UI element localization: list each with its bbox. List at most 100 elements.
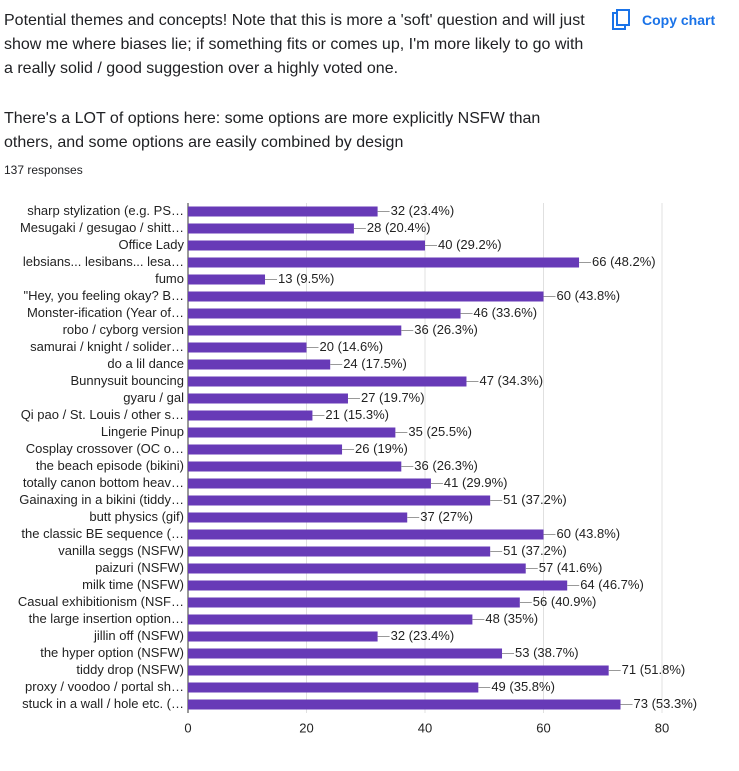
x-tick-label: 80 — [655, 720, 669, 735]
y-tick-label: vanilla seggs (NSFW) — [58, 543, 184, 558]
bar — [188, 665, 609, 676]
value-label: 51 (37.2%) — [503, 492, 567, 507]
y-tick-label: Monster-ification (Year of… — [27, 305, 184, 320]
bar — [188, 359, 331, 370]
value-label: 60 (43.8%) — [557, 288, 621, 303]
value-label: 51 (37.2%) — [503, 543, 567, 558]
bar — [188, 223, 354, 234]
value-label: 46 (33.6%) — [474, 305, 538, 320]
value-label: 60 (43.8%) — [557, 526, 621, 541]
bar — [188, 682, 479, 693]
bar — [188, 206, 378, 217]
response-count: 137 responses — [4, 163, 83, 177]
value-label: 49 (35.8%) — [491, 679, 555, 694]
y-tick-label: the large insertion option… — [29, 611, 184, 626]
copy-chart-button[interactable]: Copy chart — [612, 9, 715, 31]
value-label: 35 (25.5%) — [408, 424, 472, 439]
y-tick-label: jillin off (NSFW) — [93, 628, 184, 643]
bar — [188, 427, 396, 438]
bar — [188, 478, 431, 489]
bar — [188, 631, 378, 642]
x-tick-label: 0 — [184, 720, 191, 735]
value-label: 28 (20.4%) — [367, 220, 431, 235]
value-label: 71 (51.8%) — [622, 662, 686, 677]
value-label: 27 (19.7%) — [361, 390, 425, 405]
value-label: 37 (27%) — [420, 509, 473, 524]
y-tick-label: "Hey, you feeling okay? B… — [24, 288, 184, 303]
bar — [188, 546, 491, 557]
value-label: 26 (19%) — [355, 441, 408, 456]
y-tick-label: the classic BE sequence (… — [21, 526, 184, 541]
bar — [188, 376, 467, 387]
y-tick-label: Qi pao / St. Louis / other s… — [21, 407, 184, 422]
y-tick-label: sharp stylization (e.g. PS… — [27, 203, 184, 218]
value-label: 32 (23.4%) — [391, 203, 455, 218]
y-tick-label: lebsians... lesibans... lesa… — [23, 254, 184, 269]
bar — [188, 325, 402, 336]
bar — [188, 257, 580, 268]
value-label: 53 (38.7%) — [515, 645, 579, 660]
value-label: 13 (9.5%) — [278, 271, 334, 286]
x-tick-label: 20 — [299, 720, 313, 735]
bar — [188, 495, 491, 506]
value-label: 57 (41.6%) — [539, 560, 603, 575]
bar — [188, 444, 343, 455]
value-label: 47 (34.3%) — [479, 373, 543, 388]
value-label: 32 (23.4%) — [391, 628, 455, 643]
value-label: 36 (26.3%) — [414, 322, 478, 337]
bar — [188, 648, 503, 659]
value-label: 40 (29.2%) — [438, 237, 502, 252]
value-label: 24 (17.5%) — [343, 356, 407, 371]
value-label: 20 (14.6%) — [320, 339, 384, 354]
value-label: 21 (15.3%) — [325, 407, 389, 422]
y-tick-label: robo / cyborg version — [63, 322, 184, 337]
y-tick-label: gyaru / gal — [123, 390, 184, 405]
bar — [188, 461, 402, 472]
y-tick-label: paizuri (NSFW) — [95, 560, 184, 575]
y-tick-label: Lingerie Pinup — [101, 424, 184, 439]
y-tick-label: stuck in a wall / hole etc. (… — [22, 696, 184, 711]
y-tick-label: tiddy drop (NSFW) — [76, 662, 184, 677]
bar — [188, 512, 408, 523]
value-label: 41 (29.9%) — [444, 475, 508, 490]
y-tick-label: Office Lady — [118, 237, 184, 252]
bar — [188, 240, 425, 251]
bar — [188, 393, 348, 404]
bar — [188, 291, 544, 302]
bar — [188, 308, 461, 319]
value-label: 48 (35%) — [485, 611, 538, 626]
bar — [188, 580, 568, 591]
y-tick-label: totally canon bottom heav… — [23, 475, 184, 490]
y-tick-label: milk time (NSFW) — [82, 577, 184, 592]
description: Potential themes and concepts! Note that… — [4, 12, 585, 77]
bar — [188, 342, 307, 353]
bar — [188, 274, 266, 285]
y-tick-label: the beach episode (bikini) — [36, 458, 184, 473]
bar — [188, 563, 526, 574]
bar — [188, 529, 544, 540]
y-tick-label: the hyper option (NSFW) — [40, 645, 184, 660]
x-tick-label: 60 — [536, 720, 550, 735]
x-tick-label: 40 — [418, 720, 432, 735]
y-tick-label: Mesugaki / gesugao / shitt… — [20, 220, 184, 235]
value-label: 56 (40.9%) — [533, 594, 597, 609]
y-tick-label: do a lil dance — [107, 356, 184, 371]
y-tick-label: Bunnysuit bouncing — [71, 373, 184, 388]
value-label: 66 (48.2%) — [592, 254, 656, 269]
y-tick-label: Cosplay crossover (OC o… — [26, 441, 184, 456]
y-tick-label: fumo — [155, 271, 184, 286]
y-tick-label: butt physics (gif) — [89, 509, 184, 524]
bar — [188, 410, 313, 421]
bar — [188, 597, 520, 608]
y-tick-label: Casual exhibitionism (NSF… — [18, 594, 184, 609]
value-label: 73 (53.3%) — [634, 696, 698, 711]
copy-icon — [612, 9, 630, 30]
bar — [188, 699, 621, 710]
bar — [188, 614, 473, 625]
copy-chart-label: Copy chart — [642, 12, 716, 28]
value-label: 36 (26.3%) — [414, 458, 478, 473]
y-tick-label: proxy / voodoo / portal sh… — [25, 679, 184, 694]
y-tick-label: samurai / knight / solider… — [30, 339, 184, 354]
